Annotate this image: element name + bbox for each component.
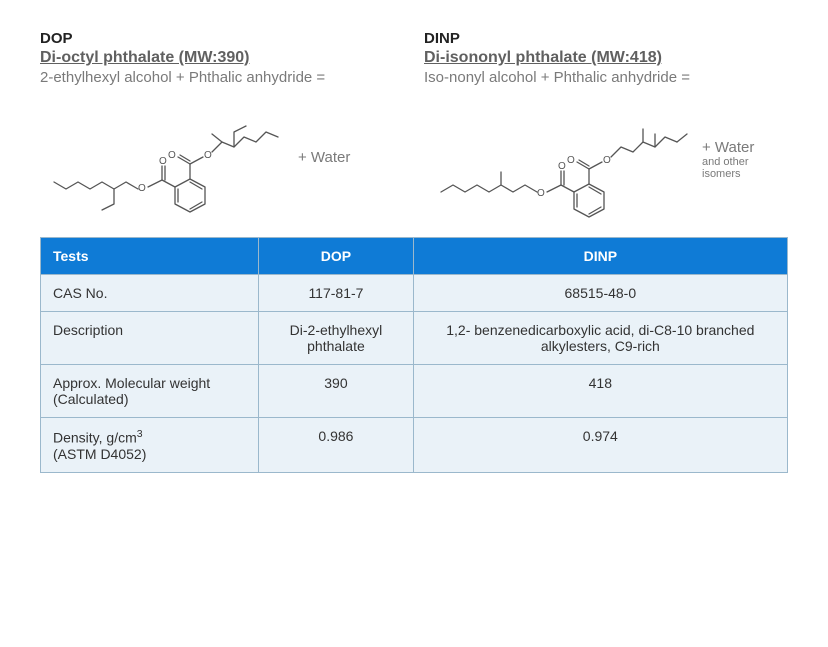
svg-text:O: O bbox=[537, 188, 545, 199]
dop-water-label: + Water bbox=[298, 149, 350, 166]
table-header-row: Tests DOP DINP bbox=[41, 238, 788, 275]
cell-dop: Di-2-ethylhexyl phthalate bbox=[259, 312, 413, 365]
dinp-fullname: Di-isononyl phthalate (MW:418) bbox=[424, 49, 788, 67]
col-tests: Tests bbox=[41, 238, 259, 275]
cell-dop: 117-81-7 bbox=[259, 275, 413, 312]
table-row: Description Di-2-ethylhexyl phthalate 1,… bbox=[41, 312, 788, 365]
cell-test: CAS No. bbox=[41, 275, 259, 312]
properties-table: Tests DOP DINP CAS No. 117-81-7 68515-48… bbox=[40, 237, 788, 473]
compound-dop: DOP Di-octyl phthalate (MW:390) 2-ethylh… bbox=[40, 30, 404, 227]
dinp-water-label: + Water bbox=[702, 139, 788, 156]
svg-text:O: O bbox=[204, 150, 212, 161]
dinp-structure-row: O O O O bbox=[424, 92, 788, 227]
dop-structure-row: O O O O bbox=[40, 92, 404, 222]
dinp-structure: O O O O bbox=[424, 92, 694, 227]
svg-text:O: O bbox=[567, 155, 575, 166]
cell-test: Approx. Molecular weight (Calculated) bbox=[41, 365, 259, 418]
table-row: Approx. Molecular weight (Calculated) 39… bbox=[41, 365, 788, 418]
svg-text:O: O bbox=[558, 161, 566, 172]
cell-dinp: 418 bbox=[413, 365, 787, 418]
table-row: Density, g/cm3(ASTM D4052) 0.986 0.974 bbox=[41, 418, 788, 473]
dinp-isomers-label: and other isomers bbox=[702, 156, 788, 180]
cell-dop: 0.986 bbox=[259, 418, 413, 473]
svg-text:O: O bbox=[159, 156, 167, 167]
cell-test: Description bbox=[41, 312, 259, 365]
svg-text:O: O bbox=[168, 150, 176, 161]
compound-dinp: DINP Di-isononyl phthalate (MW:418) Iso-… bbox=[424, 30, 788, 227]
dinp-abbrev: DINP bbox=[424, 30, 788, 47]
dinp-reaction: Iso-nonyl alcohol + Phthalic anhydride = bbox=[424, 69, 788, 86]
dinp-molecule-svg: O O O O bbox=[424, 92, 694, 227]
cell-dinp: 1,2- benzenedicarboxylic acid, di-C8-10 … bbox=[413, 312, 787, 365]
table-row: CAS No. 117-81-7 68515-48-0 bbox=[41, 275, 788, 312]
cell-test: Density, g/cm3(ASTM D4052) bbox=[41, 418, 259, 473]
col-dop: DOP bbox=[259, 238, 413, 275]
dop-molecule-svg: O O O O bbox=[40, 92, 290, 222]
dop-abbrev: DOP bbox=[40, 30, 404, 47]
svg-text:O: O bbox=[138, 183, 146, 194]
dop-structure: O O O O bbox=[40, 92, 290, 222]
dinp-water-block: + Water and other isomers bbox=[702, 139, 788, 180]
cell-dop: 390 bbox=[259, 365, 413, 418]
cell-dinp: 0.974 bbox=[413, 418, 787, 473]
dop-reaction: 2-ethylhexyl alcohol + Phthalic anhydrid… bbox=[40, 69, 404, 86]
col-dinp: DINP bbox=[413, 238, 787, 275]
compounds-row: DOP Di-octyl phthalate (MW:390) 2-ethylh… bbox=[40, 30, 788, 227]
dop-fullname: Di-octyl phthalate (MW:390) bbox=[40, 49, 404, 67]
svg-text:O: O bbox=[603, 155, 611, 166]
cell-dinp: 68515-48-0 bbox=[413, 275, 787, 312]
